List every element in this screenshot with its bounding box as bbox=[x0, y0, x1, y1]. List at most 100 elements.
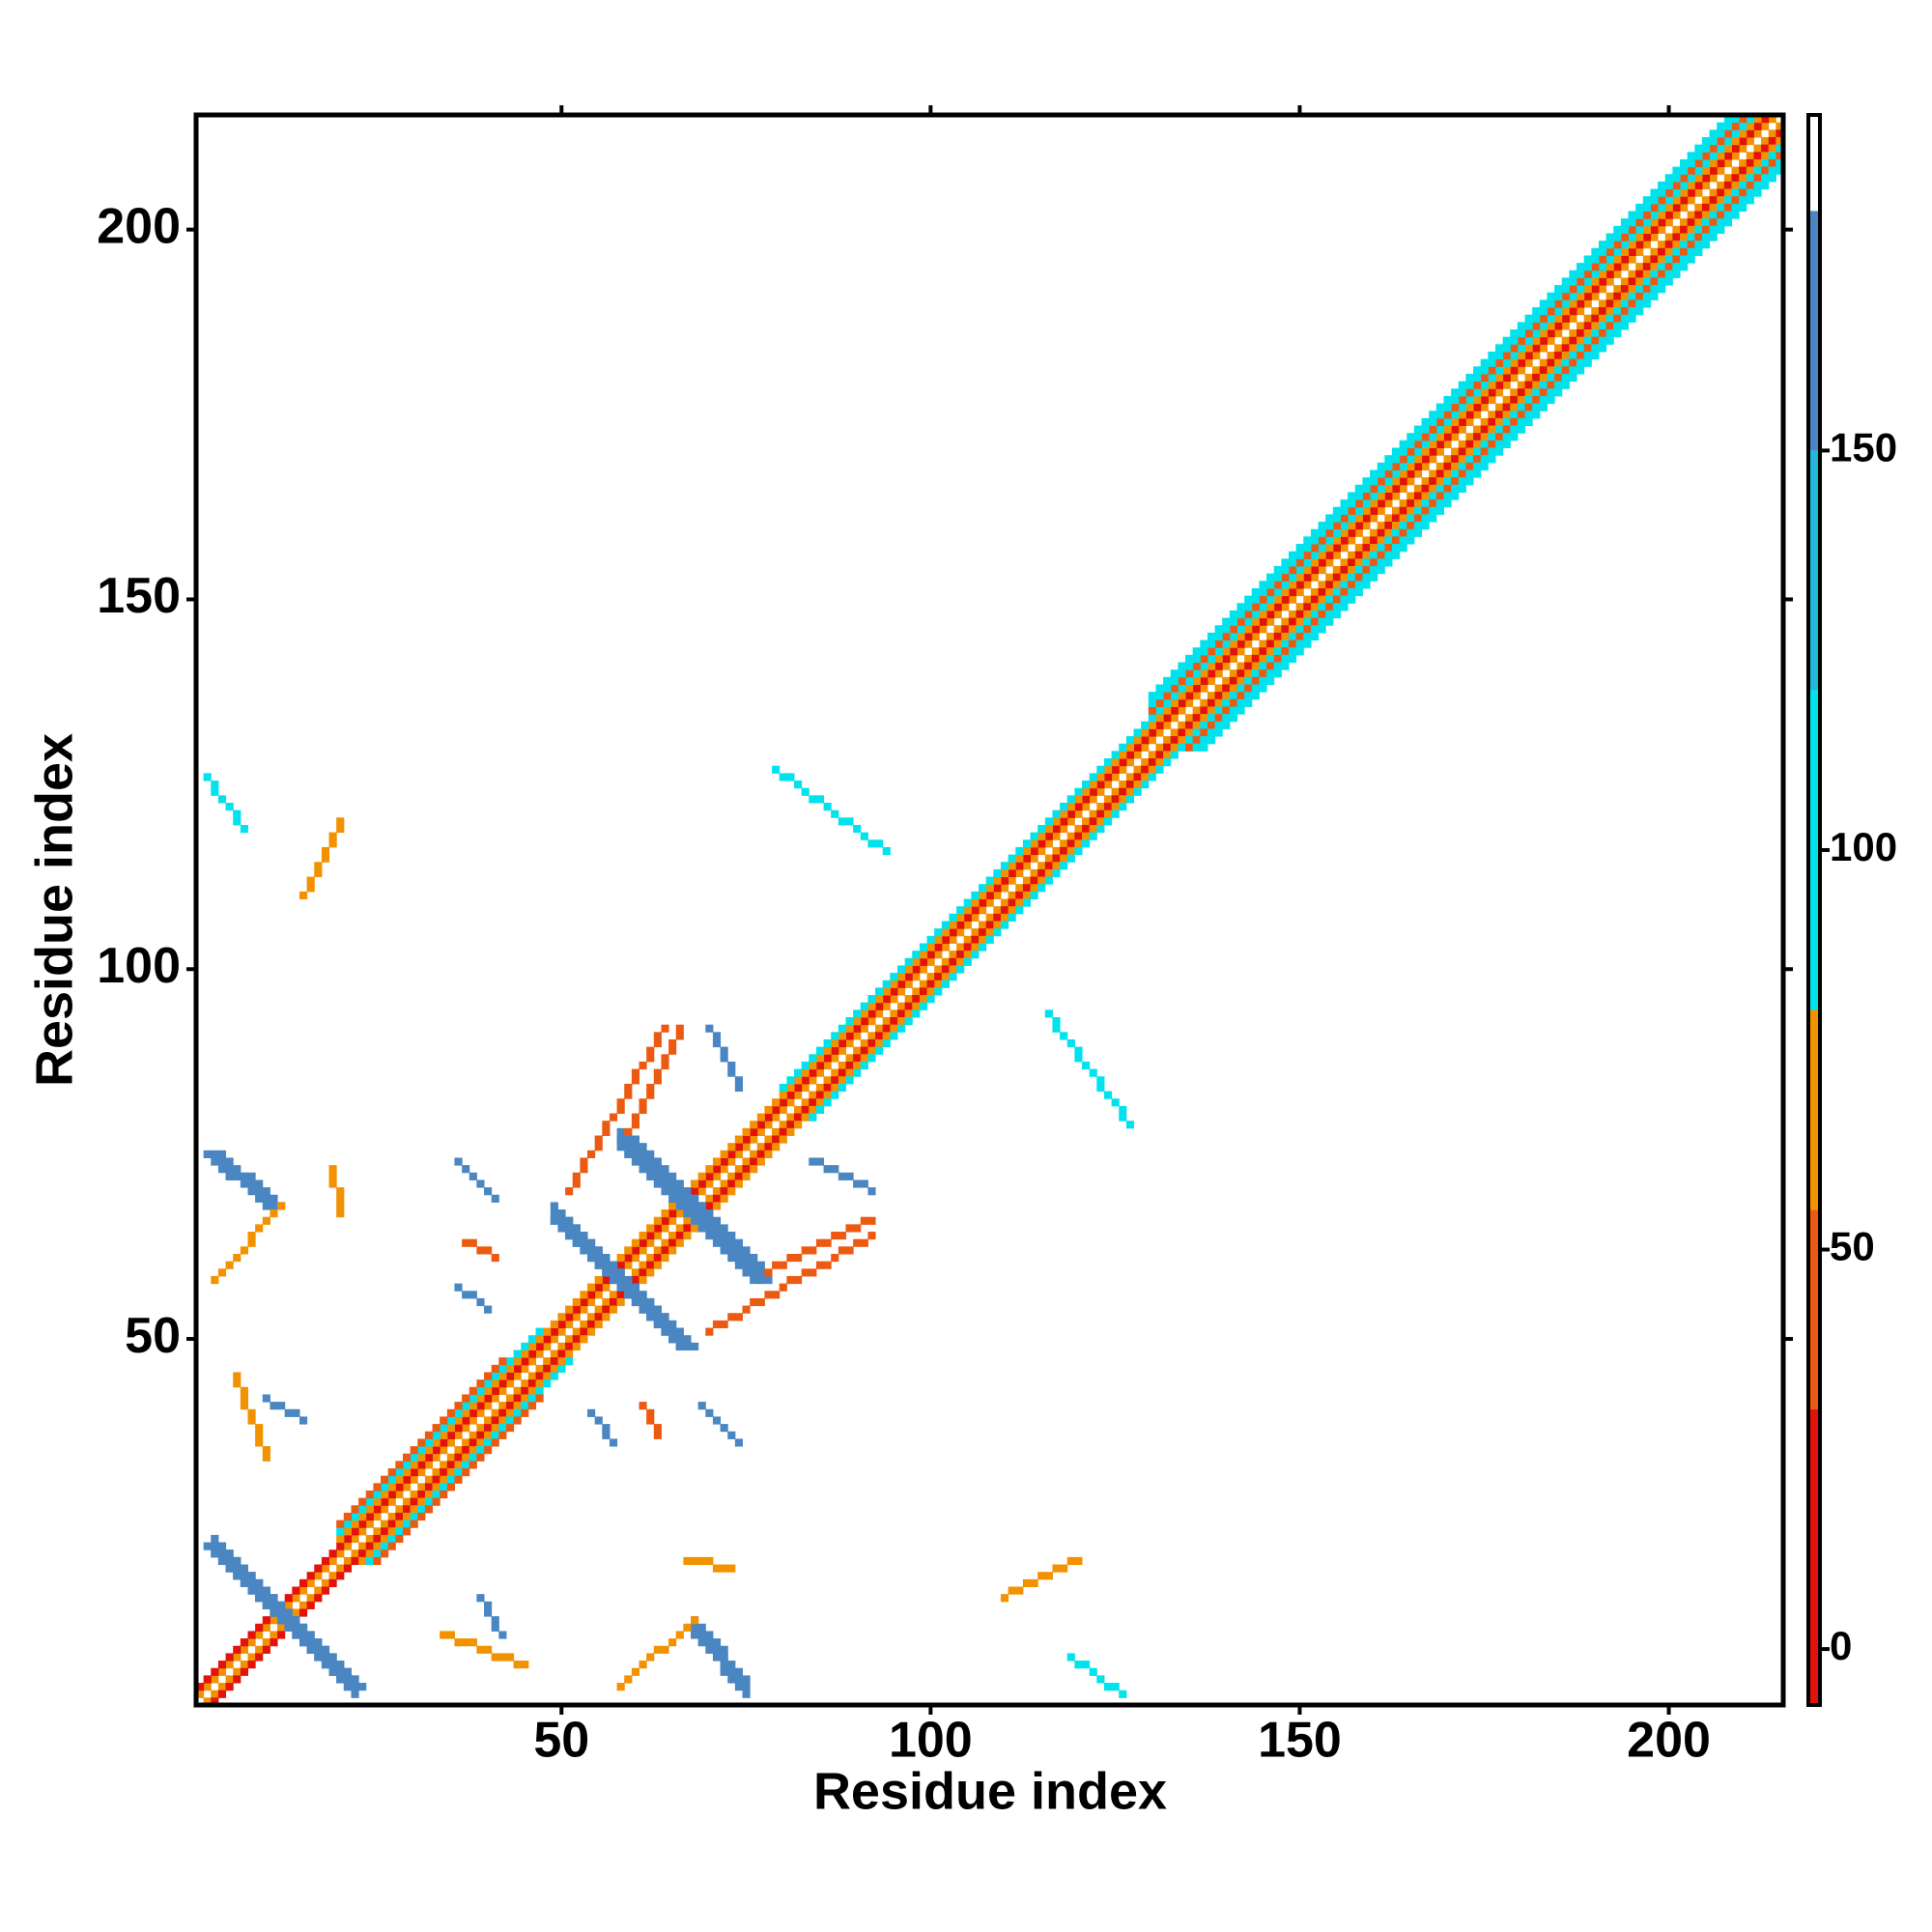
cell bbox=[1465, 447, 1474, 456]
cell bbox=[587, 1327, 596, 1336]
cell bbox=[462, 1638, 470, 1647]
cell bbox=[602, 1268, 611, 1277]
cell bbox=[1731, 211, 1740, 219]
cell bbox=[513, 1416, 522, 1425]
cell bbox=[1244, 698, 1253, 707]
cell bbox=[247, 1578, 256, 1588]
cell bbox=[793, 1076, 803, 1085]
cell bbox=[1310, 632, 1320, 641]
cell bbox=[1694, 158, 1703, 168]
cell bbox=[262, 1623, 270, 1632]
cell bbox=[217, 1690, 227, 1698]
cell bbox=[1569, 314, 1577, 323]
x-axis-label: Residue index bbox=[813, 1762, 1167, 1820]
cell bbox=[734, 1438, 743, 1447]
cell bbox=[1642, 255, 1651, 264]
cell bbox=[890, 1032, 898, 1040]
cell bbox=[1547, 366, 1555, 375]
cell bbox=[1776, 152, 1784, 160]
cell bbox=[1236, 692, 1245, 700]
cell bbox=[365, 1490, 374, 1499]
cell bbox=[646, 1305, 655, 1314]
cell bbox=[720, 1187, 728, 1196]
cell bbox=[867, 995, 876, 1004]
cell bbox=[1723, 181, 1733, 190]
cell bbox=[491, 1194, 499, 1203]
cell bbox=[919, 943, 928, 952]
cell bbox=[631, 1068, 640, 1077]
cell bbox=[550, 1202, 558, 1210]
cell bbox=[1089, 795, 1097, 804]
cell bbox=[521, 1379, 529, 1388]
cell bbox=[1658, 196, 1666, 205]
cell bbox=[624, 1291, 633, 1299]
cell bbox=[639, 1268, 647, 1277]
cell bbox=[1406, 522, 1415, 530]
cell bbox=[793, 781, 803, 789]
cell bbox=[720, 1232, 728, 1240]
cell bbox=[1340, 536, 1349, 545]
cell bbox=[1753, 181, 1762, 190]
cell bbox=[1325, 603, 1334, 611]
cell bbox=[1451, 462, 1460, 470]
cell bbox=[1148, 751, 1156, 759]
cell bbox=[1089, 787, 1097, 796]
cell bbox=[926, 980, 935, 988]
cell bbox=[1155, 714, 1164, 723]
cell bbox=[1082, 787, 1091, 796]
cell bbox=[993, 884, 1002, 893]
colorbar-band bbox=[1808, 1209, 1820, 1409]
cell bbox=[1325, 544, 1334, 553]
cell bbox=[875, 1002, 884, 1010]
cell bbox=[1421, 506, 1430, 515]
cell bbox=[1502, 433, 1511, 441]
cell bbox=[476, 1297, 485, 1307]
cell bbox=[1694, 188, 1703, 197]
cell bbox=[1148, 758, 1156, 767]
cell bbox=[1465, 440, 1474, 449]
cell bbox=[1008, 876, 1016, 885]
cell bbox=[1577, 351, 1585, 360]
cell bbox=[1502, 351, 1511, 360]
cell bbox=[1753, 129, 1762, 138]
cell bbox=[557, 1364, 566, 1373]
cell bbox=[1517, 358, 1526, 367]
cell bbox=[1273, 610, 1282, 619]
cell bbox=[1650, 277, 1659, 286]
cell bbox=[505, 1402, 515, 1410]
cell bbox=[1591, 247, 1600, 256]
cell bbox=[469, 1172, 477, 1180]
cell bbox=[963, 957, 972, 966]
cell bbox=[1406, 440, 1415, 449]
cell bbox=[1577, 366, 1585, 375]
cell bbox=[1694, 247, 1703, 256]
cell bbox=[1133, 743, 1142, 752]
cell bbox=[1096, 781, 1105, 789]
cell bbox=[387, 1468, 396, 1477]
cell bbox=[1494, 411, 1504, 419]
cell bbox=[1554, 388, 1563, 397]
cell bbox=[639, 1275, 647, 1285]
cell bbox=[772, 1261, 781, 1269]
cell bbox=[1074, 1054, 1083, 1063]
cell bbox=[233, 1556, 242, 1566]
cell bbox=[639, 1305, 647, 1314]
cell bbox=[1060, 802, 1068, 811]
cell bbox=[432, 1424, 440, 1433]
cell bbox=[1488, 455, 1496, 464]
cell bbox=[1192, 736, 1201, 745]
cell bbox=[580, 1297, 588, 1307]
cell bbox=[993, 891, 1002, 900]
cell bbox=[1370, 499, 1378, 508]
cell bbox=[1435, 469, 1444, 478]
cell bbox=[1664, 241, 1673, 249]
cell bbox=[949, 928, 957, 937]
cell bbox=[1701, 241, 1711, 249]
cell bbox=[661, 1224, 669, 1233]
cell bbox=[1583, 285, 1592, 294]
cell bbox=[476, 1431, 485, 1439]
cell bbox=[1000, 921, 1009, 929]
cell bbox=[1723, 122, 1733, 130]
cell bbox=[321, 854, 330, 863]
cell bbox=[1251, 625, 1260, 634]
